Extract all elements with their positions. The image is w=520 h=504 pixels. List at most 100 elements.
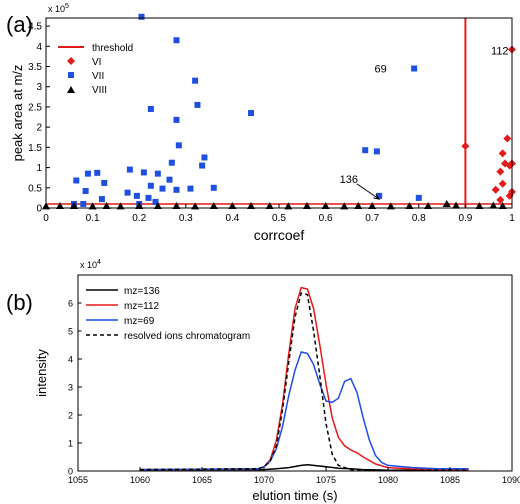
- point-vii: [140, 169, 147, 176]
- point-vii: [124, 189, 131, 196]
- point-viii: [172, 201, 181, 209]
- line-mz-136: [140, 464, 469, 471]
- panel-a-plot-frame: [45, 17, 513, 209]
- panel-a-x-axis-label: corrcoef: [254, 227, 305, 243]
- a-x-tick-label: 0: [43, 213, 49, 224]
- b-x-tick-label: 1065: [192, 475, 212, 485]
- point-vii: [152, 198, 159, 205]
- point-vii: [373, 148, 380, 155]
- point-vii: [173, 186, 180, 193]
- a-y-tick-label: 4.5: [28, 22, 42, 33]
- b-x-tick-label: 1090: [502, 475, 520, 485]
- point-vii: [210, 184, 217, 191]
- point-vii: [192, 77, 199, 84]
- a-x-tick-label: 0.2: [132, 213, 146, 224]
- a-x-tick-label: 0.6: [319, 213, 333, 224]
- point-viii: [452, 201, 461, 209]
- line-resolved-ions-chromatogram: [139, 292, 469, 471]
- legend-vii-label: VII: [92, 71, 104, 82]
- point-vii: [201, 154, 208, 161]
- point-vii: [194, 101, 201, 108]
- legend-mz112-label: mz=112: [124, 301, 160, 312]
- point-vii: [199, 162, 206, 169]
- point-vii: [187, 185, 194, 192]
- panel-b-line-chart: (b) x 104 1055 1060 1065 1070 1075 1080 1085 10…: [6, 259, 520, 503]
- point-vii: [94, 169, 101, 176]
- point-viii: [209, 201, 218, 209]
- a-x-tick-label: 0.5: [272, 213, 286, 224]
- point-vii: [101, 179, 108, 186]
- b-y-tick-label: 4: [68, 355, 73, 365]
- point-vi: [461, 142, 470, 151]
- point-vii: [415, 194, 422, 201]
- point-vi: [491, 185, 500, 194]
- b-x-tick-label: 1060: [130, 475, 150, 485]
- point-vi: [498, 149, 507, 158]
- legend-resolved-label: resolved ions chromatogram: [124, 331, 250, 342]
- a-x-tick-label: 0.4: [225, 213, 239, 224]
- point-vii: [145, 194, 152, 201]
- b-y-tick-label: 3: [68, 383, 73, 393]
- a-annotation-69: 69: [375, 64, 387, 76]
- point-vi: [503, 134, 512, 143]
- a-y-tick-label: 3.5: [28, 62, 42, 73]
- panel-b-legend: mz=136 mz=112 mz=69 resolved ions chroma…: [81, 281, 253, 345]
- a-y-tick-label: 0.5: [28, 183, 42, 194]
- a-x-tick-label: 0.1: [86, 213, 100, 224]
- point-vii: [98, 196, 105, 203]
- point-vii: [82, 188, 89, 195]
- point-vi: [496, 167, 505, 176]
- b-x-tick-label: 1070: [254, 475, 274, 485]
- point-vii: [147, 182, 154, 189]
- a-y-tick-label: 3: [36, 82, 42, 93]
- b-y-tick-label: 2: [68, 411, 73, 421]
- a-y-tick-label: 2: [36, 123, 42, 134]
- panel-a-legend: threshold VI VII VIII: [53, 37, 137, 101]
- point-viii: [424, 201, 433, 209]
- point-vii: [175, 142, 182, 149]
- panel-a-label: (a): [6, 12, 33, 37]
- point-viii: [405, 201, 414, 209]
- a-annotation-136: 136: [340, 174, 358, 186]
- point-viii: [354, 201, 363, 209]
- point-vii: [362, 147, 369, 154]
- line-mz-69: [139, 351, 469, 471]
- point-vii: [168, 159, 175, 166]
- point-vii: [173, 116, 180, 123]
- a-x-tick-label: 1: [509, 213, 515, 224]
- legend-viii-marker: [67, 86, 75, 93]
- b-y-tick-label: 6: [68, 299, 73, 309]
- legend-mz136-label: mz=136: [124, 286, 160, 297]
- b-y-tick-label: 1: [68, 439, 73, 449]
- panel-b-plot-frame: [77, 274, 513, 472]
- point-vii: [248, 110, 255, 116]
- point-vii: [73, 177, 80, 184]
- panel-a-legend-box: [53, 37, 137, 101]
- panel-b-x-axis-label: elution time (s): [252, 488, 337, 503]
- a-y-tick-label: 4: [36, 42, 42, 53]
- panel-b-legend-box: [81, 281, 253, 345]
- a-annotation-arrowhead: [373, 193, 381, 200]
- point-vi: [496, 195, 505, 204]
- point-vii: [166, 176, 173, 183]
- a-y-tick-label: 0: [36, 204, 42, 215]
- point-vii: [154, 170, 161, 177]
- line-mz-112: [139, 286, 469, 471]
- point-viii: [55, 201, 64, 209]
- a-x-tick-label: 0.9: [458, 213, 472, 224]
- legend-threshold-label: threshold: [92, 43, 133, 54]
- b-x-tick-label: 1080: [378, 475, 398, 485]
- point-viii: [475, 201, 484, 209]
- point-vii: [138, 13, 145, 20]
- legend-viii-label: VIII: [92, 85, 107, 96]
- legend-vi-label: VI: [92, 57, 101, 68]
- a-x-tick-label: 0.8: [412, 213, 426, 224]
- panel-a-y-axis-label: peak area at m/z: [10, 65, 25, 162]
- legend-vii-marker: [68, 72, 74, 78]
- legend-mz69-label: mz=69: [124, 316, 155, 327]
- b-y-tick-label: 5: [68, 327, 73, 337]
- point-viii: [498, 201, 507, 209]
- a-annotation-arrow: [356, 183, 380, 200]
- point-vii: [126, 166, 133, 173]
- b-x-tick-label: 1085: [440, 475, 460, 485]
